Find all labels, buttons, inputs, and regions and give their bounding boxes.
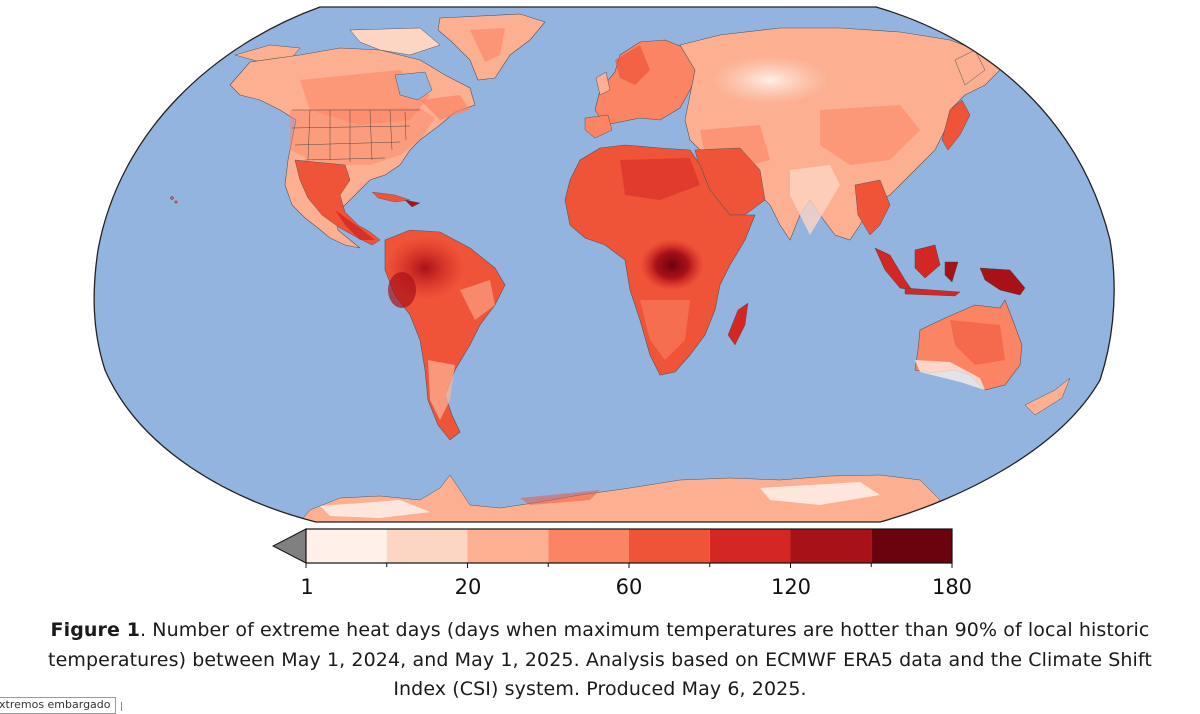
- state-borders: [291, 109, 420, 162]
- colorbar-tick-20: 20: [454, 575, 482, 599]
- tooltip-text: xtremos embargado: [0, 698, 111, 711]
- text-cursor-icon: [121, 702, 122, 711]
- colorbar-tick-1: 1: [300, 575, 314, 599]
- land-madagascar: [727, 302, 749, 346]
- map-border: [93, 6, 1115, 523]
- land-mexico: [294, 159, 381, 246]
- caption-text: . Number of extreme heat days (days when…: [48, 619, 1152, 700]
- colorbar-tick-120: 120: [770, 575, 812, 599]
- colorbar-tick-180: 180: [931, 575, 973, 599]
- map-area: [94, 7, 1115, 522]
- colorbar-under-triangle: [271, 528, 307, 564]
- colorbar-tick-60: 60: [615, 575, 643, 599]
- figure-label: Figure 1: [50, 619, 141, 641]
- world-map: [93, 6, 1115, 523]
- land-antarctica: [299, 474, 941, 522]
- figure-caption: Figure 1. Number of extreme heat days (d…: [40, 616, 1160, 705]
- colorbar: [271, 528, 956, 568]
- hover-tooltip: xtremos embargado: [0, 697, 116, 714]
